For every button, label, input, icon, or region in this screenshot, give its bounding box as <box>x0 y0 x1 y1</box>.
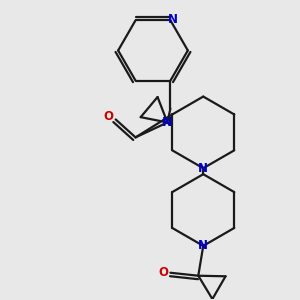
Text: O: O <box>158 266 168 279</box>
Text: N: N <box>167 13 177 26</box>
Text: N: N <box>162 116 172 129</box>
Text: N: N <box>198 239 208 252</box>
Text: N: N <box>198 162 208 175</box>
Text: O: O <box>104 110 114 123</box>
